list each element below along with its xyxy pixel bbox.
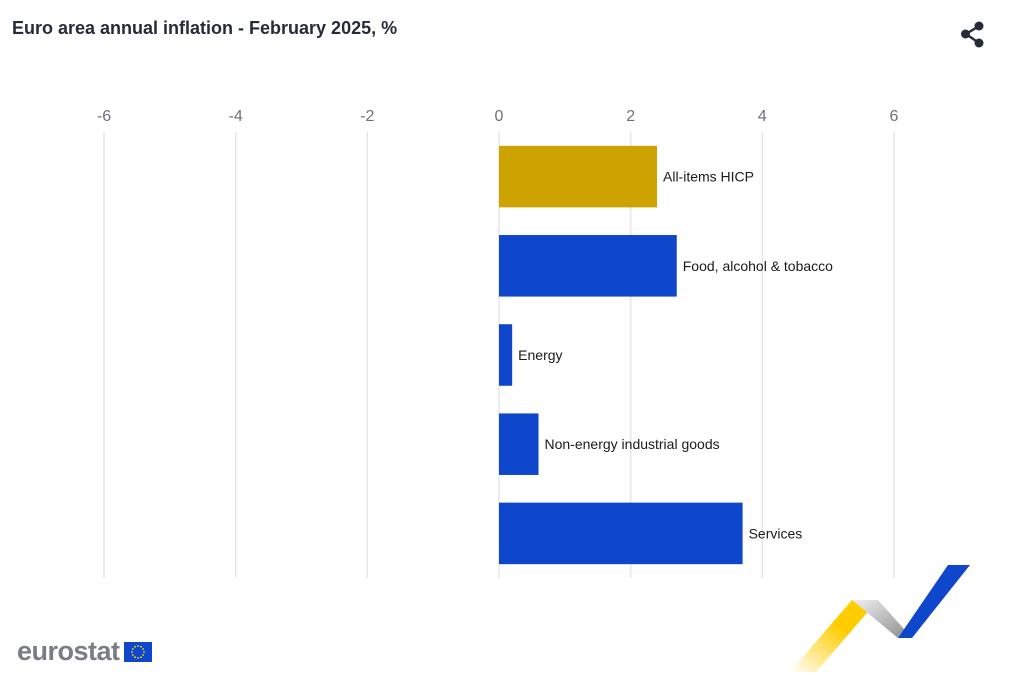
bar-chart: -6 -4 -2 0 2 4 6 All-items HICP Food, alcohol &… — [97, 108, 899, 578]
bar-label: Services — [749, 525, 803, 541]
bars — [499, 145, 743, 565]
x-tick-label: 4 — [758, 108, 767, 125]
bar[interactable] — [499, 413, 539, 475]
bar-labels: All-items HICP Food, alcohol & tobacco Ene… — [518, 169, 833, 542]
share-button[interactable] — [956, 18, 990, 52]
x-tick-label: -6 — [97, 108, 111, 125]
bar-label: All-items HICP — [663, 169, 754, 185]
brand-name: eurostat — [17, 636, 120, 666]
share-icon — [961, 21, 984, 48]
x-tick-label: 6 — [890, 108, 899, 125]
bar-label: Non-energy industrial goods — [545, 436, 720, 452]
bar-label: Energy — [518, 347, 562, 363]
bar[interactable] — [499, 324, 513, 386]
bar-label: Food, alcohol & tobacco — [683, 258, 833, 274]
bar[interactable] — [499, 145, 657, 208]
eurostat-logo: eurostat — [17, 636, 152, 667]
x-tick-label: -2 — [360, 108, 374, 125]
chart-title: Euro area annual inflation - February 20… — [12, 18, 398, 38]
bar[interactable] — [499, 502, 743, 565]
x-tick-label: 0 — [495, 108, 504, 125]
x-tick-label: -4 — [229, 108, 243, 125]
x-tick-label: 2 — [626, 108, 635, 125]
bar[interactable] — [499, 235, 677, 297]
decorative-ribbon — [790, 565, 970, 672]
eu-flag-icon — [123, 641, 152, 662]
x-axis-ticks: -6 -4 -2 0 2 4 6 — [97, 108, 899, 125]
